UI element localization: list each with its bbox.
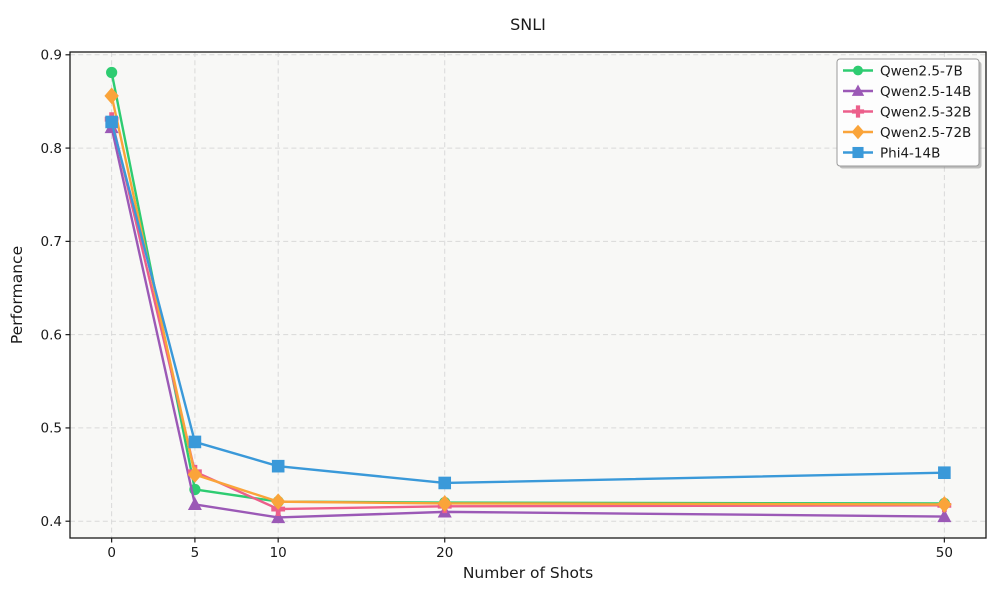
series-marker-qwen2-5-14b-x5 bbox=[187, 497, 202, 511]
plot-area bbox=[70, 52, 986, 538]
legend-box bbox=[836, 58, 980, 167]
legend-marker-qwen2-5-14b bbox=[851, 84, 865, 96]
x-axis-label: Number of Shots bbox=[463, 564, 593, 582]
x-tick-label: 20 bbox=[436, 545, 453, 561]
legend-label: Qwen2.5-7B bbox=[880, 63, 963, 79]
y-tick-label: 0.8 bbox=[41, 141, 62, 157]
series-marker-qwen2-5-72b-x50 bbox=[937, 496, 952, 513]
series-marker-qwen2-5-72b-x5 bbox=[187, 466, 203, 483]
y-tick-label: 0.4 bbox=[41, 514, 62, 530]
x-tick-label: 10 bbox=[270, 545, 287, 561]
series-marker-phi4-14b-x10 bbox=[271, 459, 285, 473]
y-axis-label: Performance bbox=[8, 246, 26, 344]
series-marker-qwen2-5-72b-x0 bbox=[104, 87, 119, 105]
legend-label: Qwen2.5-32B bbox=[880, 104, 971, 120]
legend-marker-phi4-14b bbox=[852, 146, 864, 159]
series-marker-phi4-14b-x20 bbox=[438, 476, 452, 490]
legend-item-qwen2-5-32b: Qwen2.5-32B bbox=[843, 104, 971, 120]
chart-title: SNLI bbox=[510, 15, 546, 34]
legend-label: Qwen2.5-14B bbox=[880, 84, 971, 100]
legend-label: Qwen2.5-72B bbox=[880, 125, 971, 141]
series-marker-phi4-14b-x50 bbox=[938, 466, 951, 480]
legend-label: Phi4-14B bbox=[880, 145, 940, 161]
legend-item-qwen2-5-7b: Qwen2.5-7B bbox=[843, 63, 963, 79]
x-tick-label: 0 bbox=[107, 545, 116, 561]
legend-item-qwen2-5-14b: Qwen2.5-14B bbox=[843, 84, 971, 100]
grid-layer bbox=[70, 52, 986, 538]
series-layer bbox=[104, 66, 952, 524]
series-marker-phi4-14b-x0 bbox=[105, 115, 118, 129]
series-marker-qwen2-5-14b-x50 bbox=[937, 509, 952, 523]
legend: Qwen2.5-7B Qwen2.5-14B Qwen2.5-32B Qwen2.5-… bbox=[836, 58, 982, 169]
x-tick-label: 5 bbox=[191, 545, 200, 561]
series-marker-qwen2-5-14b-x10 bbox=[271, 510, 286, 524]
legend-item-phi4-14b: Phi4-14B bbox=[843, 145, 940, 161]
plot-background-layer bbox=[70, 52, 986, 538]
axes-layer: 0.4 0.5 0.6 0.7 0.8 0.9 0 5 10 20 50 bbox=[41, 48, 987, 561]
legend-marker-qwen2-5-32b bbox=[851, 105, 865, 118]
legend-marker-qwen2-5-72b bbox=[851, 124, 865, 140]
series-marker-qwen2-5-7b-x0 bbox=[106, 66, 118, 79]
legend-marker-qwen2-5-7b bbox=[853, 65, 863, 76]
x-tick-label: 50 bbox=[936, 545, 953, 561]
series-marker-qwen2-5-72b-x20 bbox=[437, 495, 452, 512]
legend-item-qwen2-5-72b: Qwen2.5-72B bbox=[843, 124, 971, 141]
series-marker-phi4-14b-x5 bbox=[188, 435, 202, 449]
series-marker-qwen2-5-72b-x10 bbox=[270, 493, 286, 510]
y-tick-label: 0.6 bbox=[41, 327, 62, 343]
y-tick-label: 0.5 bbox=[41, 421, 62, 437]
plot-border bbox=[69, 51, 987, 539]
y-tick-label: 0.9 bbox=[41, 48, 62, 64]
y-tick-label: 0.7 bbox=[41, 234, 62, 250]
